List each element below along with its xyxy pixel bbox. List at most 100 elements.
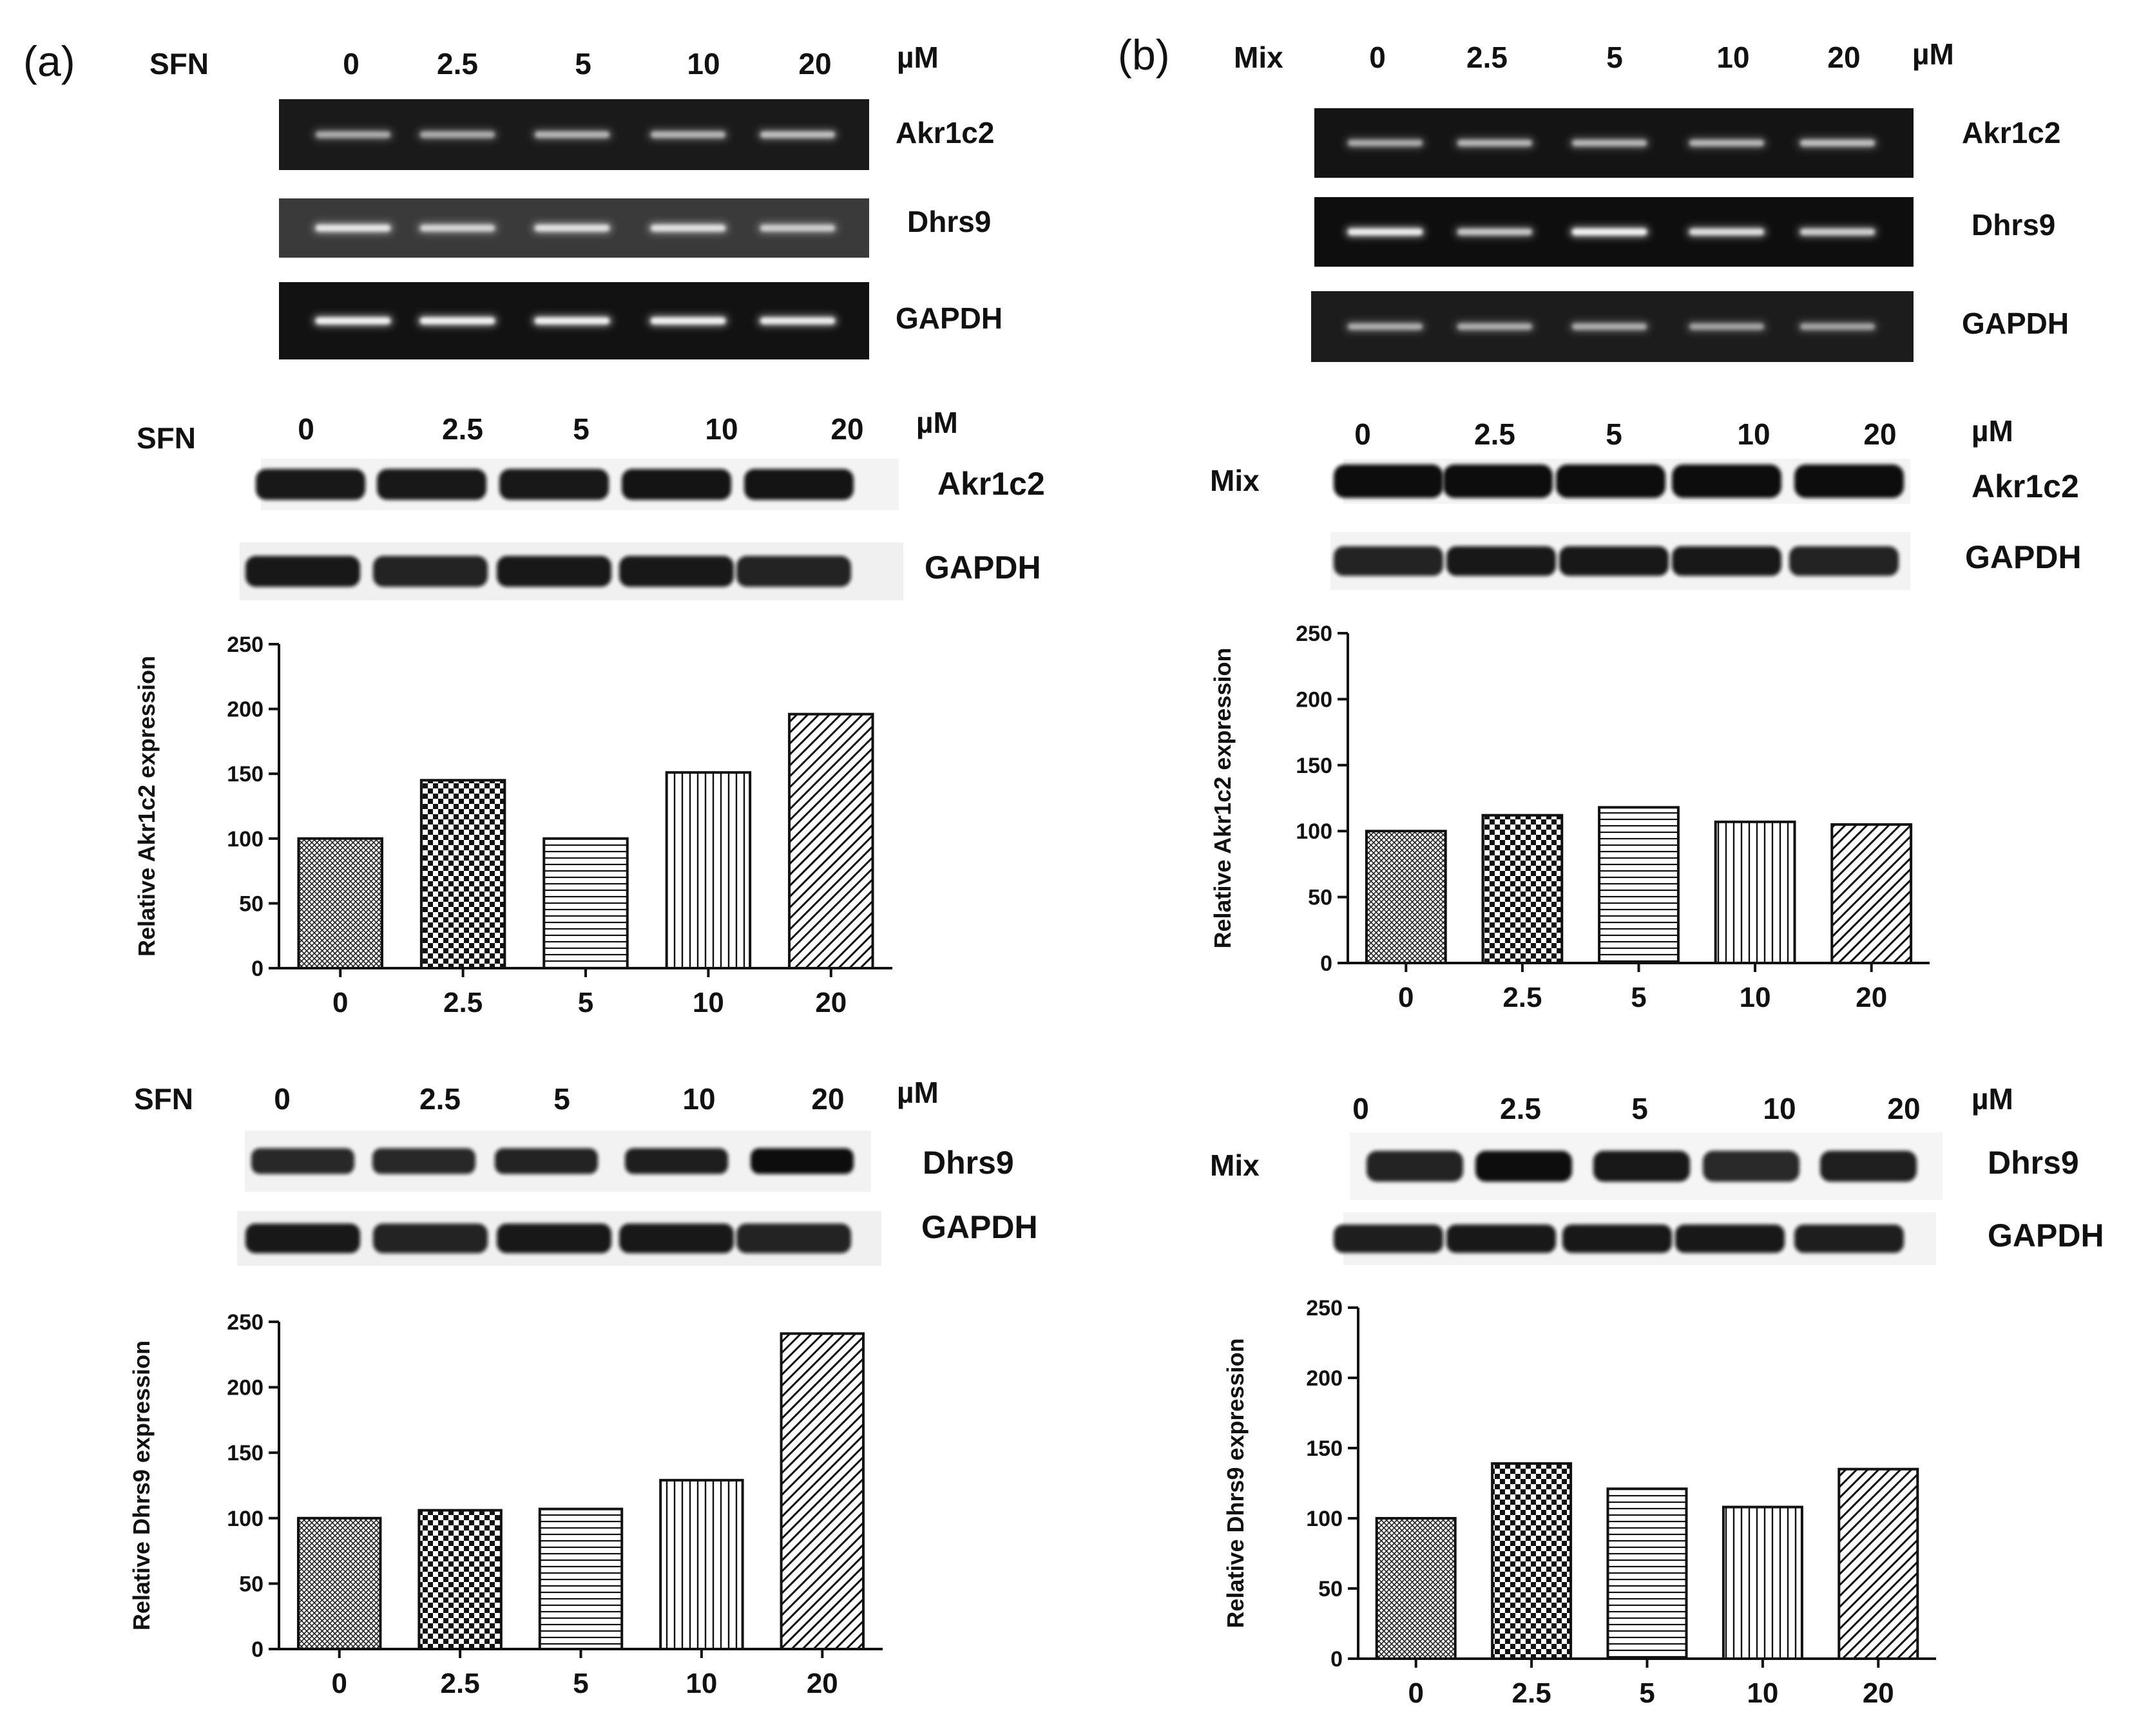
dose-label: 0: [1369, 41, 1386, 74]
blot-band: [1794, 1225, 1904, 1253]
x-tick-label: 20: [807, 1668, 838, 1699]
bar-10: [665, 771, 752, 969]
band-label: Akr1c2: [1972, 468, 2079, 504]
gel-band: [1348, 229, 1423, 235]
gel-band: [316, 225, 390, 231]
y-tick-label: 150: [1306, 1436, 1343, 1461]
blot-band: [619, 1223, 734, 1254]
blot-band: [499, 469, 609, 500]
dose-label: 20: [1863, 417, 1896, 451]
y-tick-label: 0: [1320, 951, 1332, 976]
x-tick-label: 2.5: [443, 987, 483, 1018]
dose-label: 10: [1737, 417, 1770, 451]
dose-label: 2.5: [1466, 41, 1508, 74]
blot-band: [1443, 464, 1553, 498]
gel-a-dhrs9: [279, 198, 869, 258]
blot-band: [377, 469, 486, 500]
blot-band: [1446, 1225, 1556, 1253]
y-tick-label: 50: [239, 1572, 264, 1596]
blot-band: [495, 1148, 598, 1174]
blot-band: [1446, 546, 1556, 576]
blot-b-dhrs9: [1350, 1132, 1943, 1200]
blot-band: [1820, 1150, 1917, 1182]
gel-band: [316, 131, 390, 138]
dose-label: 0: [298, 412, 314, 446]
gel-band: [760, 318, 835, 324]
blot-band: [373, 556, 488, 587]
dose-label: 20: [1827, 41, 1860, 74]
gel-band: [651, 131, 725, 138]
gel-b-akr1c2: [1314, 108, 1914, 178]
panel-label-b: (b): [1118, 31, 1170, 79]
gel-b-gapdh: [1311, 291, 1914, 362]
band-label: Akr1c2: [896, 116, 994, 149]
bar-20: [1830, 823, 1913, 964]
blot-band: [1672, 464, 1781, 498]
band-label: GAPDH: [921, 1209, 1038, 1245]
band-label: GAPDH: [896, 301, 1003, 335]
band-label: Dhrs9: [1988, 1145, 2079, 1181]
y-axis-title: Relative Akr1c2 expression: [133, 656, 160, 957]
blot-band: [1556, 464, 1665, 498]
blot-a-gapdh-2: [237, 1211, 881, 1266]
gel-band: [651, 225, 725, 231]
blot-a-dhrs9: [245, 1130, 871, 1192]
treatment-label: SFN: [134, 1082, 193, 1116]
gel-band: [1689, 140, 1764, 146]
band-label: GAPDH: [1965, 539, 2082, 575]
x-tick-label: 20: [1863, 1677, 1894, 1709]
blot-band: [497, 1223, 611, 1254]
blot-band: [245, 1223, 360, 1254]
blot-band: [1334, 546, 1443, 576]
y-tick-label: 200: [1296, 687, 1332, 712]
y-tick-label: 100: [1306, 1507, 1343, 1531]
gel-band: [420, 131, 495, 138]
y-tick-label: 250: [227, 633, 264, 657]
x-tick-label: 5: [1639, 1677, 1655, 1709]
gel-band: [316, 318, 390, 324]
unit-label: µM: [897, 41, 939, 74]
blot-band: [1675, 1225, 1785, 1253]
x-tick-label: 2.5: [1502, 982, 1542, 1013]
dose-label: 10: [687, 47, 720, 81]
band-label: Akr1c2: [937, 466, 1045, 502]
blot-band: [1789, 546, 1899, 576]
x-tick-label: 5: [578, 987, 593, 1018]
dose-label: 20: [798, 47, 831, 81]
gel-band: [1800, 323, 1875, 330]
bar-10: [1714, 820, 1796, 965]
treatment-label: Mix: [1210, 464, 1260, 497]
y-tick-label: 100: [1296, 819, 1332, 844]
blot-a-gapdh: [240, 542, 903, 600]
gel-band: [1689, 323, 1764, 330]
blot-b-akr1c2: [1334, 459, 1910, 504]
y-tick-label: 50: [239, 892, 264, 916]
blot-band: [1593, 1150, 1690, 1182]
dose-label: 5: [553, 1082, 570, 1116]
band-label: GAPDH: [1962, 307, 2069, 340]
treatment-label: Mix: [1234, 41, 1283, 74]
gel-band: [651, 318, 725, 324]
y-tick-label: 250: [227, 1310, 264, 1335]
gel-band: [535, 318, 609, 324]
band-label: Akr1c2: [1962, 116, 2060, 149]
gel-band: [1689, 229, 1764, 235]
bar-2.5: [417, 1509, 503, 1650]
y-tick-label: 200: [227, 698, 264, 722]
y-tick-label: 200: [227, 1376, 264, 1400]
y-tick-label: 250: [1296, 622, 1332, 646]
blot-band: [1334, 464, 1443, 498]
treatment-label: SFN: [149, 47, 209, 81]
chart-b-dhrs9: 0 50 100 150 200 250 0 2.5 5 10 20 Relative Dhrs9 e…: [1222, 1296, 1936, 1709]
gel-band: [1348, 140, 1423, 146]
y-tick-label: 50: [1318, 1577, 1343, 1601]
dose-label: 2.5: [1474, 417, 1515, 451]
y-tick-label: 200: [1306, 1366, 1343, 1391]
x-tick-label: 0: [332, 987, 348, 1018]
y-tick-label: 150: [227, 1441, 264, 1465]
dose-label: 5: [573, 412, 590, 446]
blot-band: [1334, 1225, 1443, 1253]
gel-b-dhrs9: [1314, 197, 1914, 267]
band-label: GAPDH: [1988, 1217, 2104, 1254]
y-tick-label: 0: [251, 957, 264, 981]
